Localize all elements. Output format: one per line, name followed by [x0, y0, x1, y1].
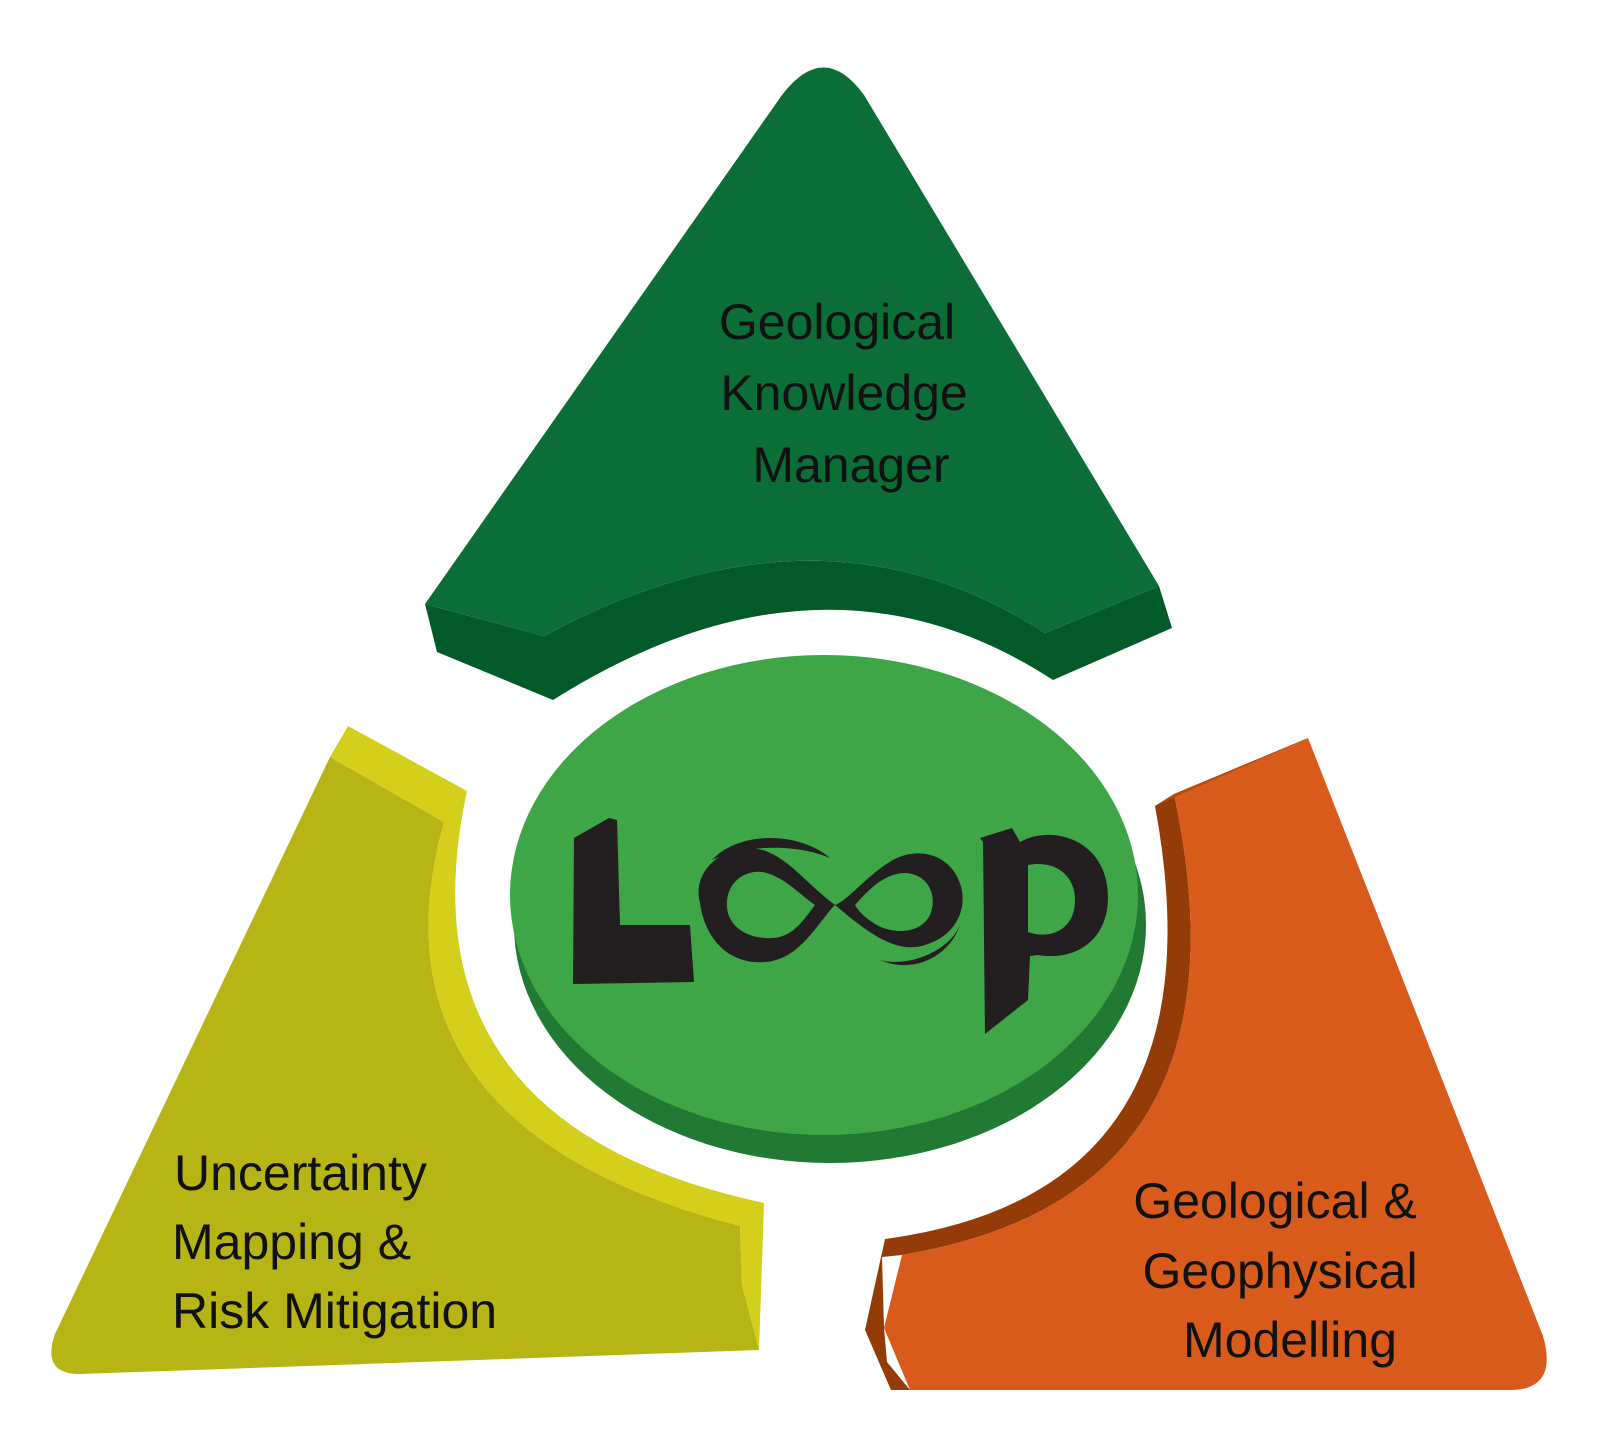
- svg-text:Geological Knowledge: Geological Knowledge Manager: [719, 294, 982, 493]
- segment-top-face: [425, 67, 1159, 636]
- segment-geological-knowledge-manager: Geological Knowledge Manager: [425, 67, 1172, 700]
- segment-top-label-line-3: Manager: [752, 437, 949, 493]
- segment-right-label-line-2: Geophysical: [1142, 1243, 1417, 1299]
- svg-text:Geological & Geophysical: Geological & Geophysical Modelling: [1133, 1173, 1431, 1368]
- segment-right-side: [865, 794, 1191, 1390]
- segment-right-label-line-1: Geological &: [1133, 1173, 1417, 1229]
- segment-left-label-line-1: Uncertainty: [174, 1145, 427, 1201]
- svg-text:Uncertainty Mapping &: Uncertainty Mapping & Risk Mitigation: [172, 1145, 497, 1339]
- segment-left-label-line-2: Mapping &: [172, 1214, 411, 1270]
- segment-left-face: [51, 757, 760, 1374]
- segment-right-face: [884, 738, 1547, 1390]
- segment-uncertainty-mapping-risk-mitigation: Uncertainty Mapping & Risk Mitigation: [51, 726, 764, 1374]
- segment-right-top-ridge: [1155, 738, 1308, 806]
- logo-letter-p: [980, 828, 1108, 1034]
- segment-geological-geophysical-modelling: Geological & Geophysical Modelling: [865, 738, 1547, 1390]
- center-disc-face: [510, 655, 1138, 1135]
- segment-top-label-line-2: Knowledge: [720, 365, 967, 421]
- segment-left-side: [330, 726, 764, 1350]
- segment-right-label-line-3: Modelling: [1183, 1312, 1397, 1368]
- infinity-icon: [698, 838, 963, 966]
- logo-letter-l: [573, 818, 694, 984]
- center-disc: [510, 655, 1146, 1163]
- segment-top-side: [425, 560, 1172, 700]
- segment-top-label-line-1: Geological: [719, 294, 955, 350]
- loop-logo: [573, 818, 1108, 1034]
- segment-left-label-line-3: Risk Mitigation: [172, 1283, 497, 1339]
